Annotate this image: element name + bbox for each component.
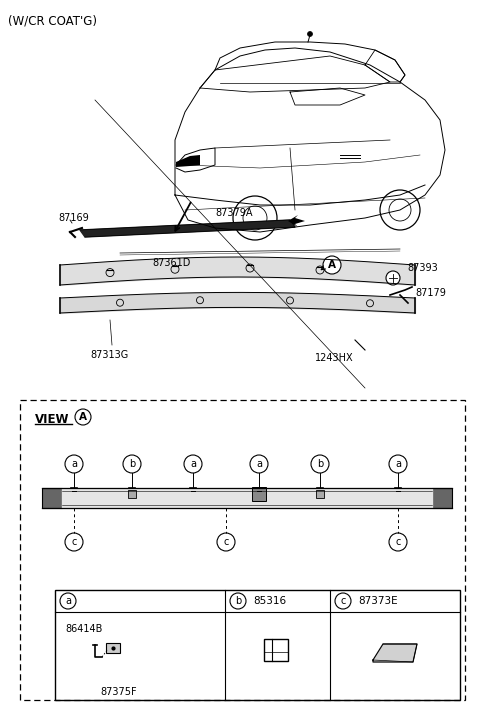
FancyBboxPatch shape [128,490,136,498]
Circle shape [308,31,312,36]
Text: a: a [190,459,196,469]
Text: c: c [340,596,346,606]
Text: 87373E: 87373E [358,596,397,606]
Text: 87375F: 87375F [100,687,137,697]
Circle shape [323,256,341,274]
Text: 85316: 85316 [253,596,286,606]
Circle shape [386,271,400,285]
Circle shape [311,455,329,473]
FancyBboxPatch shape [252,487,266,501]
Text: a: a [256,459,262,469]
Text: b: b [317,459,323,469]
FancyBboxPatch shape [432,488,452,508]
Text: a: a [71,459,77,469]
Circle shape [75,409,91,425]
Text: 87393: 87393 [407,263,438,273]
Text: c: c [223,537,228,547]
Text: c: c [72,537,77,547]
Circle shape [389,533,407,551]
FancyBboxPatch shape [264,639,288,661]
Circle shape [250,455,268,473]
Text: a: a [65,596,71,606]
Circle shape [123,455,141,473]
Circle shape [335,593,351,609]
Text: 87313G: 87313G [90,350,128,360]
Circle shape [60,593,76,609]
Circle shape [65,533,83,551]
Text: c: c [396,537,401,547]
Text: (W/CR COAT'G): (W/CR COAT'G) [8,14,97,27]
Polygon shape [80,220,295,237]
Polygon shape [176,155,200,167]
Text: 1243HX: 1243HX [315,353,354,363]
Text: a: a [395,459,401,469]
Text: 87169: 87169 [58,213,89,223]
Text: 87179: 87179 [415,288,446,298]
Circle shape [230,593,246,609]
FancyBboxPatch shape [106,643,120,653]
Text: VIEW: VIEW [35,413,70,426]
FancyBboxPatch shape [42,488,62,508]
Circle shape [65,455,83,473]
FancyBboxPatch shape [316,490,324,498]
Polygon shape [288,215,305,227]
Text: 86414B: 86414B [65,624,102,634]
Text: A: A [79,412,87,422]
Text: A: A [328,260,336,270]
Text: b: b [129,459,135,469]
Text: b: b [235,596,241,606]
Text: 87379A: 87379A [215,208,252,218]
Circle shape [217,533,235,551]
Circle shape [389,455,407,473]
Circle shape [184,455,202,473]
Text: 87361D: 87361D [152,258,191,268]
Polygon shape [373,644,417,662]
